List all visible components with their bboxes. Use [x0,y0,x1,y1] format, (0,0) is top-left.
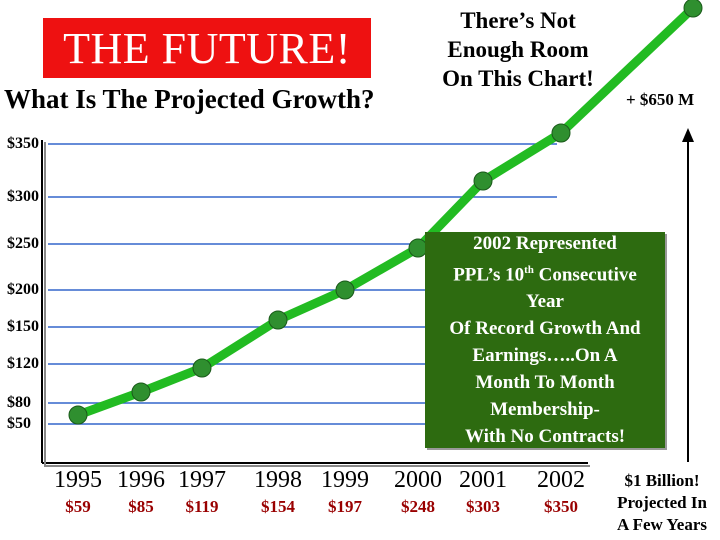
note-line-2: Enough Room [447,37,589,62]
callout-line-7: Membership- [490,399,600,421]
projection-arrow [682,128,694,462]
callout-line-1: 2002 Represented [473,232,617,254]
note-line-3: On This Chart! [442,66,594,91]
data-value-label: $303 [466,497,500,516]
callout-line-2: PPL’s 10th Consecutive [425,257,665,288]
y-tick-label: $200 [7,281,39,298]
x-tick-label: 2001 [459,467,507,493]
callout-line-3: Year [526,291,564,313]
series-markers [68,0,703,425]
x-tick-label: 1998 [254,467,302,493]
data-point-1995 [68,405,88,425]
y-tick-label: $120 [7,355,39,372]
x-tick-label: 1996 [117,467,165,493]
data-point-1999 [335,280,355,300]
x-tick-label: 1999 [321,467,369,493]
chart-title: THE FUTURE! [63,23,351,73]
x-tick-label: 2002 [537,467,585,493]
data-value-label: $350 [544,497,578,516]
data-value-label: $85 [128,497,154,516]
data-point-2002 [551,123,571,143]
y-tick-label: $300 [7,188,39,205]
note-line-1: There’s Not [460,8,576,33]
side-note: $1 Billion! Projected In A Few Years [604,470,720,536]
data-point-2001 [473,171,493,191]
x-tick-label: 1997 [178,467,226,493]
y-tick-label: $50 [7,415,31,432]
side-note-line-2: Projected In [617,493,707,512]
chart-subtitle: What Is The Projected Growth? [4,84,375,114]
projection-label: + $650 M [626,90,695,109]
data-value-label: $197 [328,497,362,516]
data-value-label: $248 [401,497,435,516]
data-value-label: $119 [185,497,219,516]
y-tick-label: $80 [7,394,31,411]
callout-line-2b: Consecutive [533,264,637,286]
callout-box: 2002 Represented PPL’s 10th Consecutive … [425,232,665,448]
x-tick-label: 2000 [394,467,442,493]
data-point-1996 [131,382,151,402]
callout-line-6: Month To Month [475,372,615,394]
side-note-line-1: $1 Billion! [624,471,700,490]
callout-line-5: Earnings…..On A [472,345,618,367]
projection-arrow-head [682,128,694,142]
data-value-label: $154 [261,497,295,516]
callout-line-2a: PPL’s 10 [453,264,525,286]
title-banner: THE FUTURE! [43,18,371,78]
data-point-1998 [268,310,288,330]
y-tick-label: $350 [7,135,39,152]
side-note-line-3: A Few Years [616,515,707,534]
callout-line-4: Of Record Growth And [449,318,641,340]
axes [41,140,590,467]
y-tick-label: $150 [7,318,39,335]
annotation-note: There’s Not Enough Room On This Chart! [428,6,608,93]
data-value-label: $59 [65,497,91,516]
callout-line-2-sup: th [524,263,534,276]
x-tick-label: 1995 [54,467,102,493]
projection-point [683,0,703,18]
y-tick-label: $250 [7,235,39,252]
callout-line-8: With No Contracts! [464,426,626,448]
data-point-1997 [192,358,212,378]
